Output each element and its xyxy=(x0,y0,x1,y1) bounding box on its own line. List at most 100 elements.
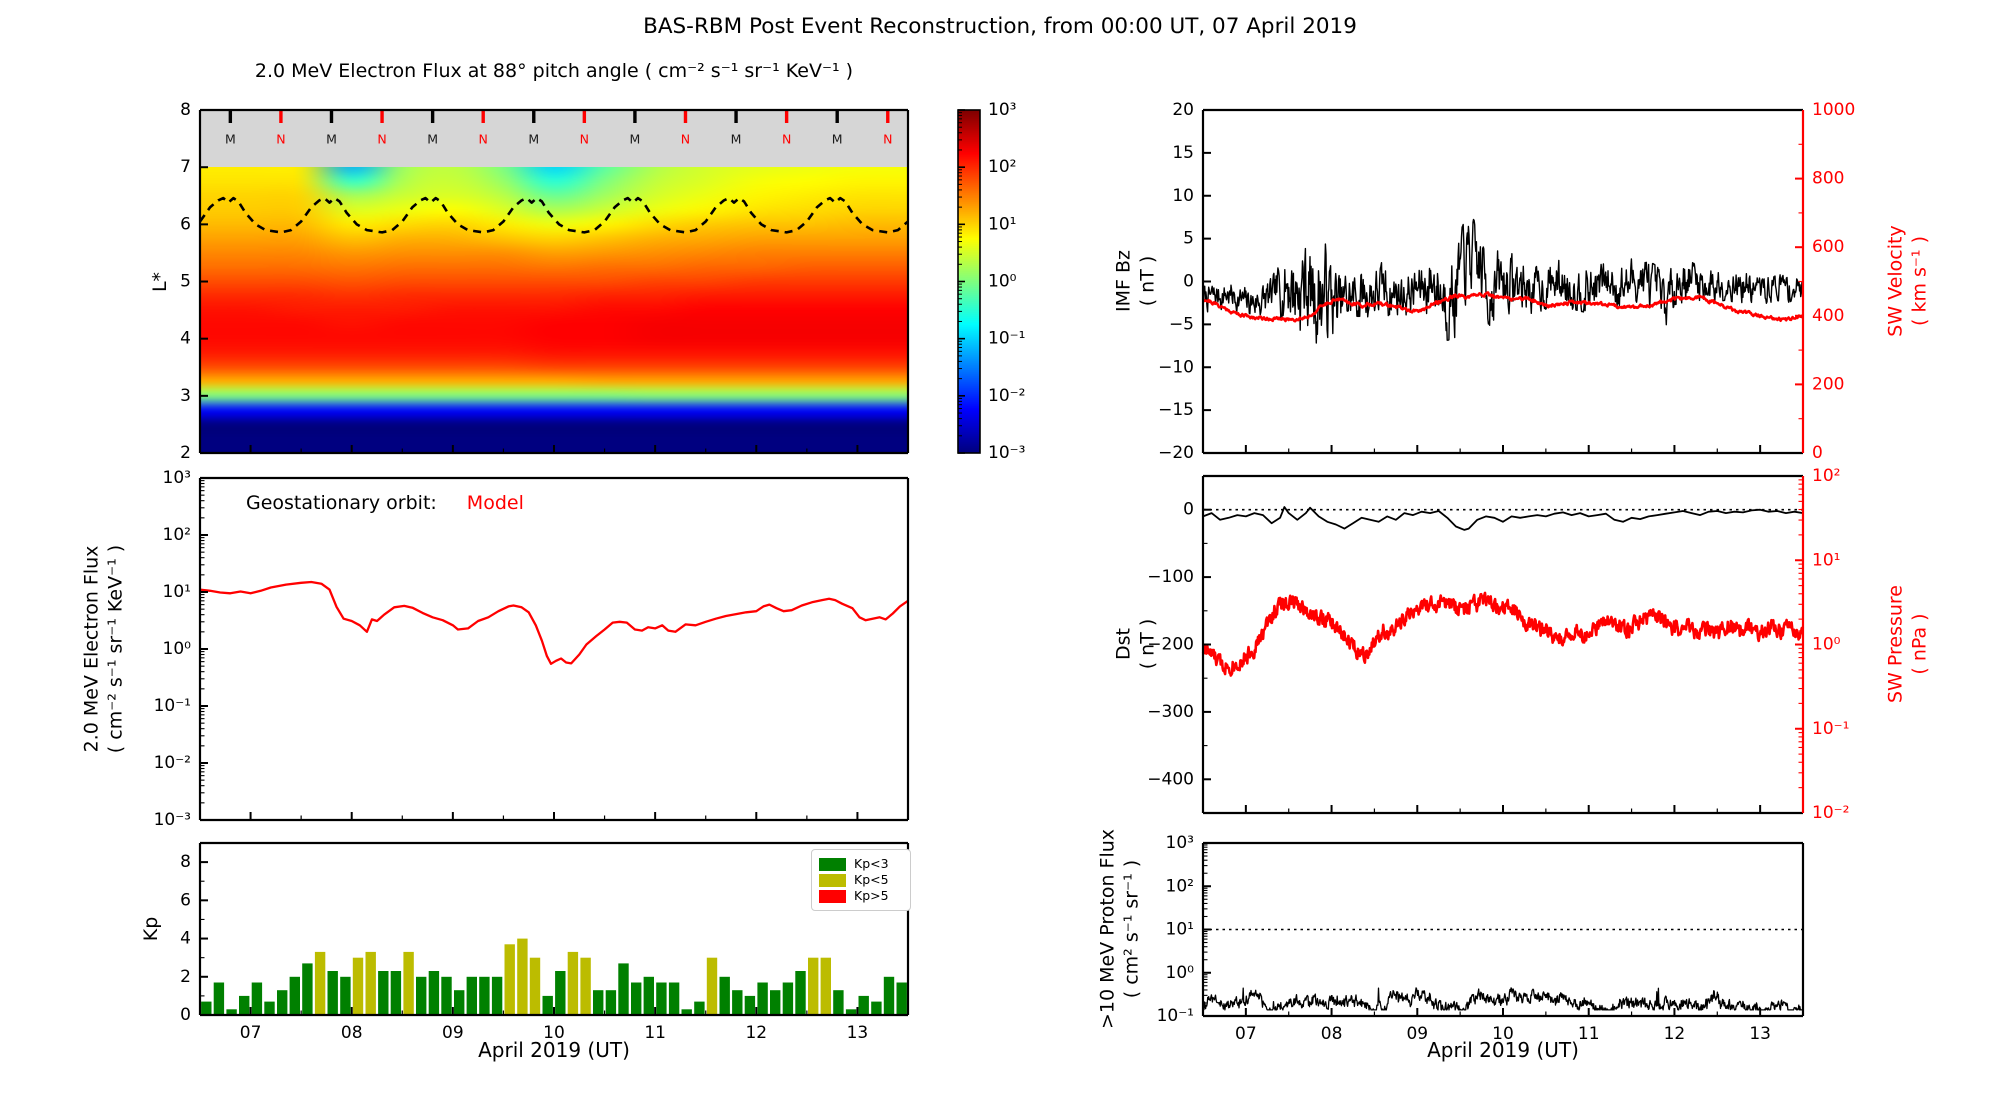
sw-pressure-ylabel-line1: SW Pressure xyxy=(1884,584,1907,704)
kp-bar xyxy=(340,976,351,1015)
kp-bar xyxy=(555,971,566,1015)
svg-text:07: 07 xyxy=(240,1023,262,1043)
svg-text:800: 800 xyxy=(1812,169,1844,189)
svg-text:09: 09 xyxy=(1406,1024,1428,1044)
svg-text:−5: −5 xyxy=(1169,314,1194,334)
svg-text:10⁻³: 10⁻³ xyxy=(154,810,191,830)
svg-text:10⁻¹: 10⁻¹ xyxy=(154,696,191,716)
kp-bar xyxy=(302,963,313,1015)
proton-ylabel-line1: >10 MeV Proton Flux xyxy=(1096,828,1119,1030)
legend-item-kp-gt5: Kp>5 xyxy=(819,890,903,903)
svg-text:N: N xyxy=(782,132,791,147)
proton-flux-line xyxy=(1202,987,1804,1011)
svg-text:−20: −20 xyxy=(1158,443,1194,463)
svg-text:1000: 1000 xyxy=(1812,100,1855,120)
kp-bar xyxy=(466,976,477,1015)
kp-bar xyxy=(416,976,427,1015)
kp-bar xyxy=(618,963,629,1015)
svg-text:11: 11 xyxy=(1578,1024,1600,1044)
legend-item-kp-lt5: Kp<5 xyxy=(819,874,903,887)
svg-text:10²: 10² xyxy=(1166,876,1194,896)
svg-text:10⁻²: 10⁻² xyxy=(1812,803,1849,823)
legend-swatch-red xyxy=(819,890,846,903)
kp-bar xyxy=(479,976,490,1015)
svg-text:6: 6 xyxy=(180,890,191,910)
kp-bar xyxy=(390,971,402,1015)
kp-bar xyxy=(656,982,667,1015)
svg-text:10²: 10² xyxy=(163,525,191,545)
svg-text:−100: −100 xyxy=(1147,567,1194,587)
sw-velocity-ylabel-line1: SW Velocity xyxy=(1884,225,1907,337)
svg-text:5: 5 xyxy=(1183,229,1194,249)
kp-bar xyxy=(529,957,541,1015)
svg-text:M: M xyxy=(731,132,742,147)
imf-ylabel: IMF Bz ( nT ) xyxy=(1112,250,1160,312)
kp-bar xyxy=(883,976,895,1015)
legend-label-kp-lt3: Kp<3 xyxy=(854,856,889,872)
sw-pressure-ylabel: SW Pressure ( nPa ) xyxy=(1884,585,1932,703)
sw-pressure-ylabel-line2: ( nPa ) xyxy=(1908,613,1930,675)
svg-text:15: 15 xyxy=(1172,143,1194,163)
svg-text:10⁻²: 10⁻² xyxy=(988,386,1025,406)
svg-text:N: N xyxy=(580,132,589,147)
svg-text:0: 0 xyxy=(1812,443,1823,463)
svg-text:10²: 10² xyxy=(1812,466,1840,486)
kp-bar xyxy=(643,976,654,1015)
svg-text:10³: 10³ xyxy=(163,468,191,488)
svg-text:10⁻¹: 10⁻¹ xyxy=(1812,719,1849,739)
svg-text:200: 200 xyxy=(1812,374,1844,394)
proton-ylabel-line2: ( cm² s⁻¹ sr⁻¹ ) xyxy=(1120,859,1142,999)
heatmap-title: 2.0 MeV Electron Flux at 88° pitch angle… xyxy=(254,60,854,82)
legend-swatch-green xyxy=(819,858,846,871)
svg-text:N: N xyxy=(883,132,892,147)
kp-bar xyxy=(631,982,642,1015)
svg-text:N: N xyxy=(377,132,386,147)
kp-bar xyxy=(744,995,756,1015)
svg-text:10: 10 xyxy=(1492,1024,1514,1044)
svg-text:0: 0 xyxy=(180,1005,191,1025)
svg-text:7: 7 xyxy=(180,157,191,177)
proton-ylabel: >10 MeV Proton Flux ( cm² s⁻¹ sr⁻¹ ) xyxy=(1096,829,1144,1029)
kp-bar xyxy=(757,982,768,1015)
heatmap-ylabel: L* xyxy=(149,271,172,293)
kp-bar xyxy=(327,971,338,1015)
electron-ylabel-line2: ( cm⁻² s⁻¹ sr⁻¹ KeV⁻¹ ) xyxy=(104,544,126,754)
imf-ylabel-line2: ( nT ) xyxy=(1136,255,1158,307)
kp-bar xyxy=(264,1001,275,1015)
svg-text:−10: −10 xyxy=(1158,357,1194,377)
svg-text:−200: −200 xyxy=(1147,635,1194,655)
kp-bar xyxy=(580,957,591,1015)
geo-orbit-annotation-value: Model xyxy=(466,492,524,514)
figure-title: BAS-RBM Post Event Reconstruction, from … xyxy=(643,14,1357,39)
svg-text:M: M xyxy=(427,132,438,147)
kp-bar xyxy=(403,951,414,1015)
svg-text:8: 8 xyxy=(180,100,191,120)
dst-ylabel-line1: Dst xyxy=(1112,628,1135,660)
svg-text:10¹: 10¹ xyxy=(1166,920,1194,940)
colorbar xyxy=(958,110,980,453)
svg-text:4: 4 xyxy=(180,329,191,349)
kp-bar xyxy=(365,951,376,1015)
svg-text:8: 8 xyxy=(180,852,191,872)
svg-text:10³: 10³ xyxy=(988,100,1016,120)
svg-text:400: 400 xyxy=(1812,306,1844,326)
kp-ylabel: Kp xyxy=(140,916,163,942)
svg-text:10¹: 10¹ xyxy=(1812,550,1840,570)
kp-bar xyxy=(491,976,503,1015)
svg-text:08: 08 xyxy=(1321,1024,1343,1044)
kp-bar xyxy=(239,995,250,1015)
svg-text:20: 20 xyxy=(1172,100,1194,120)
kp-bar xyxy=(517,938,528,1015)
svg-text:07: 07 xyxy=(1235,1024,1257,1044)
svg-text:M: M xyxy=(630,132,641,147)
kp-bar xyxy=(782,982,794,1015)
kp-bar xyxy=(226,1009,237,1015)
geo-orbit-annotation: Geostationary orbit: Model xyxy=(246,492,524,514)
proton-xlabel: April 2019 (UT) xyxy=(1427,1038,1579,1062)
sw-velocity-line xyxy=(1202,291,1804,323)
heatmap-gray-band xyxy=(200,110,908,168)
electron-flux-heatmap xyxy=(200,167,908,454)
kp-bar xyxy=(795,971,806,1015)
kp-bar xyxy=(542,995,553,1015)
svg-text:10²: 10² xyxy=(988,157,1016,177)
